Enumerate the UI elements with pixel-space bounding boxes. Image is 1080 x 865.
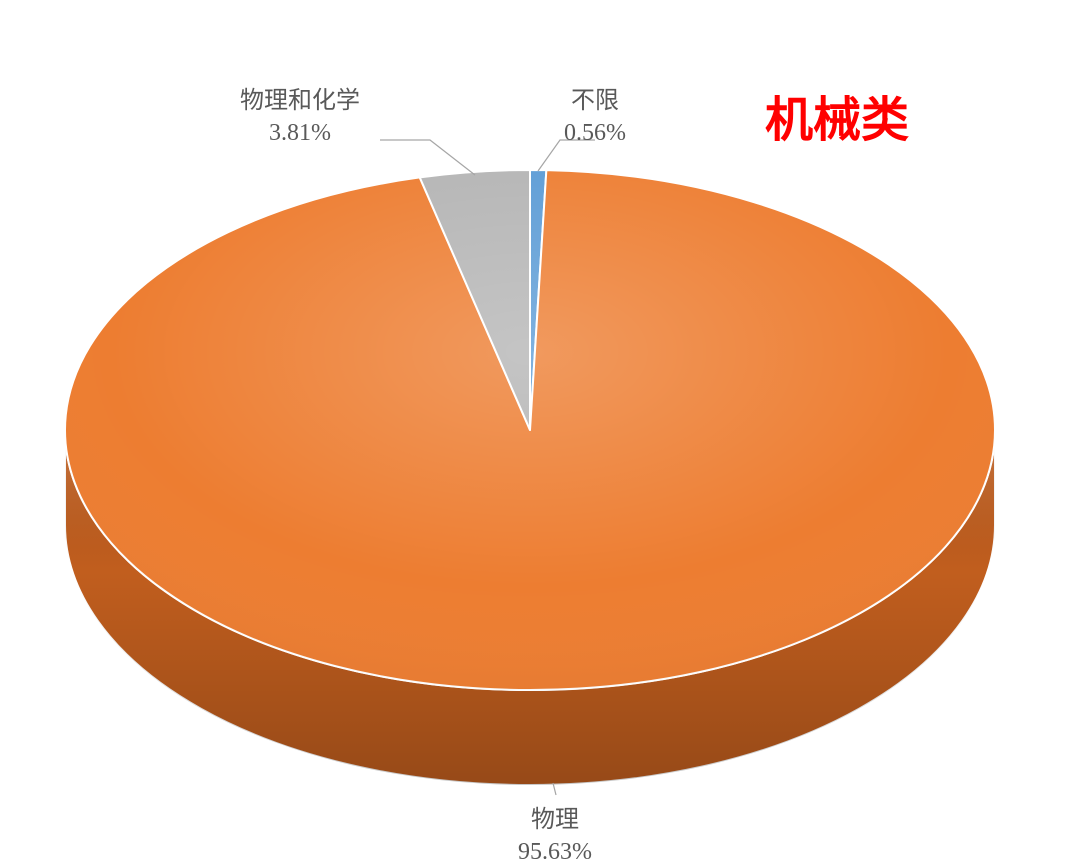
slice-label-unrestricted: 不限 0.56% [564,85,626,150]
slice-percent: 0.56% [564,117,626,149]
pie-chart: 机械类 不限 0.56% 物理 95.63% 物理和化学 3.81% 头条 @老… [0,0,1080,865]
pie-svg [0,0,1080,865]
slice-percent: 3.81% [240,117,360,149]
slice-percent: 95.63% [518,836,592,865]
slice-name: 物理和化学 [240,85,360,117]
slice-name: 不限 [564,85,626,117]
slice-label-phys-chem: 物理和化学 3.81% [240,85,360,150]
pie-top [65,170,995,690]
watermark-text: 头条 @老满说高考 [695,838,882,865]
slice-label-physics: 物理 95.63% [518,804,592,865]
chart-title: 机械类 [765,80,909,150]
slice-name: 物理 [518,804,592,836]
